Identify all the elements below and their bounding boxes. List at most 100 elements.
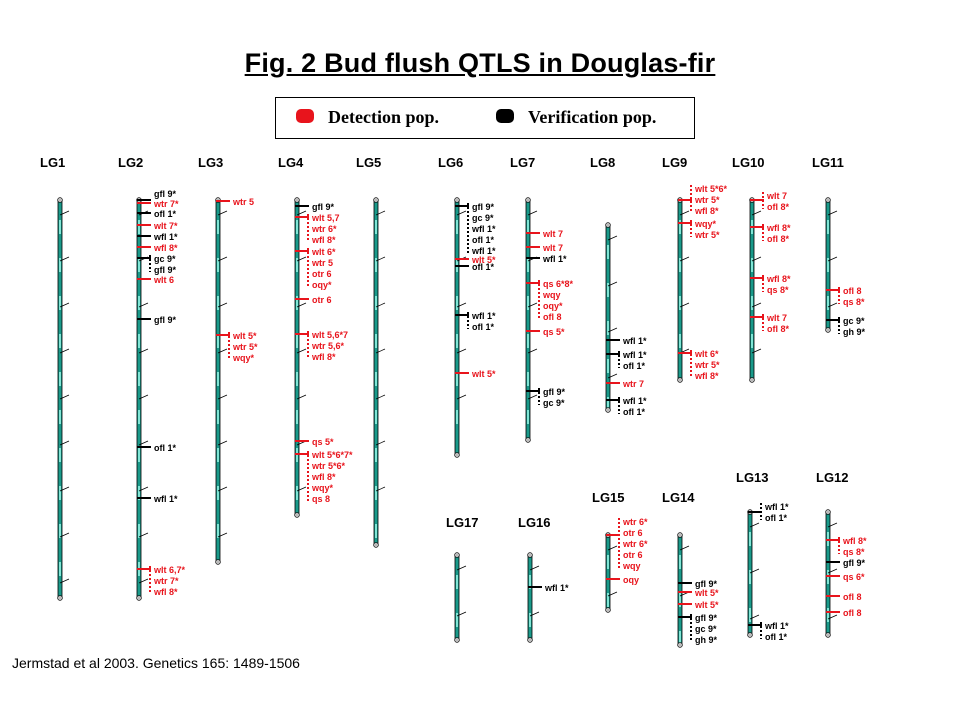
chromosome-segment xyxy=(679,296,681,310)
chromosome-segment xyxy=(217,296,219,310)
qtl-label: wtr 5* xyxy=(694,195,720,205)
chromosome-segment xyxy=(529,613,531,627)
lg-label-lg2: LG2 xyxy=(118,155,144,170)
chromosome-segment xyxy=(527,372,529,386)
qtl-label: wfl 8* xyxy=(842,536,867,546)
qtl-label: wlt 6* xyxy=(694,349,719,359)
qtl-label: wtr 5 xyxy=(311,258,333,268)
chromosome-segment xyxy=(138,486,140,500)
marker-tick xyxy=(607,327,618,333)
qtl-label: wfl 1* xyxy=(764,502,789,512)
qtl-label: wlt 7 xyxy=(542,229,563,239)
chromosome-cap xyxy=(454,452,460,458)
chromosome-cap xyxy=(57,595,63,601)
qtl-label: wfl 8* xyxy=(311,472,336,482)
qtl-label: wfl 1* xyxy=(544,583,569,593)
citation: Jermstad et al 2003. Genetics 165: 1489-… xyxy=(12,655,300,671)
qtl-label: gfl 9* xyxy=(154,315,177,325)
qtl-label: wtr 5*6* xyxy=(311,461,346,471)
chromosome-segment xyxy=(751,296,753,310)
chromosome-segment xyxy=(59,486,61,500)
chromosome-cap xyxy=(373,197,379,203)
qtl-label: wfl 8* xyxy=(694,206,719,216)
chromosome-segment xyxy=(827,258,829,272)
chromosome-segment xyxy=(138,448,140,462)
qtl-label: oqy xyxy=(623,575,639,585)
marker-tick xyxy=(59,302,70,308)
qtl-label: ofl 1* xyxy=(154,209,177,219)
chromosome-cap xyxy=(677,642,683,648)
qtl-label: ofl 8* xyxy=(767,234,790,244)
qtl-label: wlt 7 xyxy=(766,191,787,201)
marker-tick xyxy=(751,210,762,216)
chromosome-cap xyxy=(373,542,379,548)
chromosome-segment xyxy=(217,258,219,272)
chromosome-segment xyxy=(679,220,681,234)
marker-tick xyxy=(456,348,467,354)
chromosome-cap xyxy=(527,552,533,558)
chromosome-segment xyxy=(375,410,377,424)
qtl-label: wtr 6* xyxy=(622,517,648,527)
chromosome-cap xyxy=(825,632,831,638)
verification-swatch xyxy=(496,109,514,123)
chromosome-segment xyxy=(138,220,140,234)
chromosome-segment xyxy=(456,334,458,348)
qtl-label: wlt 5*6*7* xyxy=(311,450,353,460)
qtl-label: wqy* xyxy=(694,219,717,229)
chromosome-segment xyxy=(217,334,219,348)
chromosome-segment xyxy=(456,613,458,627)
marker-tick xyxy=(296,348,307,354)
chromosome-segment xyxy=(527,220,529,234)
qtl-label: ofl 8 xyxy=(843,286,862,296)
chromosome-segment xyxy=(529,575,531,589)
chromosome-cap xyxy=(677,377,683,383)
marker-tick xyxy=(607,235,618,241)
figure-title: Fig. 2 Bud flush QTLS in Douglas-fir xyxy=(244,48,716,78)
lg-label-lg10: LG10 xyxy=(732,155,765,170)
qtl-label: wfl 1* xyxy=(622,336,647,346)
chromosome-segment xyxy=(59,448,61,462)
chromosome-segment xyxy=(217,448,219,462)
marker-tick xyxy=(375,394,386,400)
marker-tick xyxy=(751,256,762,262)
chromosome-cap xyxy=(825,327,831,333)
chromosome-segment xyxy=(217,372,219,386)
chromosome-segment xyxy=(296,296,298,310)
qtl-label: wfl 8* xyxy=(153,587,178,597)
chromosome-segment xyxy=(375,448,377,462)
qtl-label: wtr 6* xyxy=(311,224,337,234)
qtl-label: wtr 6* xyxy=(622,539,648,549)
chromosome-cap xyxy=(605,222,611,228)
chromosome-cap xyxy=(215,559,221,565)
qtl-label: ofl 1* xyxy=(472,235,495,245)
marker-tick xyxy=(59,256,70,262)
marker-tick xyxy=(527,210,538,216)
chromosome-segment xyxy=(607,283,609,297)
qtl-label: wqy xyxy=(542,290,561,300)
chromosome-segment xyxy=(749,570,751,584)
qtl-label: ofl 1* xyxy=(154,443,177,453)
lg-label-lg6: LG6 xyxy=(438,155,464,170)
qtl-label: wlt 5,7 xyxy=(311,213,340,223)
chromosome-segment xyxy=(59,524,61,538)
qtl-label: wlt 5,6*7 xyxy=(311,330,348,340)
detection-swatch xyxy=(296,109,314,123)
qtl-label: wfl 1* xyxy=(622,396,647,406)
qtl-label: gc 9* xyxy=(154,254,176,264)
chromosome-segment xyxy=(527,410,529,424)
marker-tick xyxy=(827,210,838,216)
chromosome-cap xyxy=(527,637,533,643)
qtl-label: qs 8* xyxy=(843,297,865,307)
chromosome-segment xyxy=(375,486,377,500)
marker-tick xyxy=(296,210,307,216)
chromosome-cap xyxy=(57,197,63,203)
lg-label-lg7: LG7 xyxy=(510,155,536,170)
chromosome-segment xyxy=(749,532,751,546)
qtl-label: wtr 7* xyxy=(153,576,179,586)
marker-tick xyxy=(456,565,467,571)
marker-tick xyxy=(59,394,70,400)
marker-tick xyxy=(138,348,149,354)
chromosome-segment xyxy=(607,397,609,411)
qtl-label: wtr 7 xyxy=(622,379,644,389)
qtl-label: wfl 1* xyxy=(542,254,567,264)
